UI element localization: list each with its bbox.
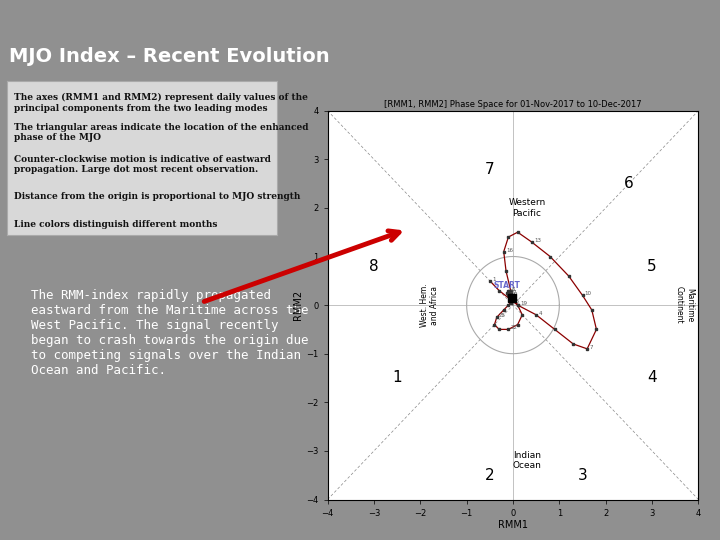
- Text: 2: 2: [485, 468, 495, 483]
- Text: 8: 8: [369, 259, 379, 274]
- Text: Western
Pacific: Western Pacific: [508, 198, 546, 218]
- Text: 3: 3: [577, 468, 588, 483]
- Text: 7: 7: [513, 291, 516, 295]
- Text: 5: 5: [512, 287, 515, 293]
- Text: 5: 5: [647, 259, 657, 274]
- Text: 19: 19: [520, 301, 527, 306]
- Text: West. Hem.
and Africa: West. Hem. and Africa: [420, 284, 439, 327]
- Text: 4: 4: [539, 311, 542, 316]
- Text: 6: 6: [624, 176, 634, 191]
- Text: 3: 3: [510, 289, 513, 294]
- Text: 10: 10: [585, 292, 592, 296]
- Text: Line colors distinguish different months: Line colors distinguish different months: [14, 220, 217, 228]
- Text: MJO Index – Recent Evolution: MJO Index – Recent Evolution: [9, 47, 329, 66]
- Text: 7: 7: [485, 161, 495, 177]
- Text: Counter-clockwise motion is indicative of eastward
propagation. Large dot most r: Counter-clockwise motion is indicative o…: [14, 155, 271, 174]
- Text: Indian
Ocean: Indian Ocean: [513, 451, 541, 470]
- Text: 25: 25: [499, 313, 506, 318]
- Text: Maritime
Continent: Maritime Continent: [675, 286, 694, 324]
- Y-axis label: RMM2: RMM2: [294, 290, 303, 320]
- Text: The triangular areas indicate the location of the enhanced
phase of the MJO: The triangular areas indicate the locati…: [14, 123, 308, 142]
- X-axis label: RMM1: RMM1: [498, 521, 528, 530]
- Text: 1: 1: [513, 294, 516, 299]
- Title: [RMM1, RMM2] Phase Space for 01-Nov-2017 to 10-Dec-2017: [RMM1, RMM2] Phase Space for 01-Nov-2017…: [384, 99, 642, 109]
- Text: START: START: [493, 281, 521, 290]
- Text: 16: 16: [506, 248, 513, 253]
- Text: 22: 22: [510, 326, 518, 330]
- Text: 13: 13: [534, 238, 541, 243]
- Text: The axes (RMM1 and RMM2) represent daily values of the
principal components from: The axes (RMM1 and RMM2) represent daily…: [14, 93, 308, 113]
- Text: 1: 1: [492, 277, 495, 282]
- Text: 9: 9: [514, 292, 518, 298]
- Text: Distance from the origin is proportional to MJO strength: Distance from the origin is proportional…: [14, 192, 300, 201]
- Text: The RMM-index rapidly propagated
eastward from the Maritime across the
West Paci: The RMM-index rapidly propagated eastwar…: [31, 289, 308, 377]
- Text: 1: 1: [392, 370, 402, 386]
- Text: 28: 28: [513, 299, 520, 303]
- Text: 4: 4: [647, 370, 657, 386]
- FancyArrowPatch shape: [204, 231, 399, 301]
- Text: 7: 7: [590, 345, 593, 350]
